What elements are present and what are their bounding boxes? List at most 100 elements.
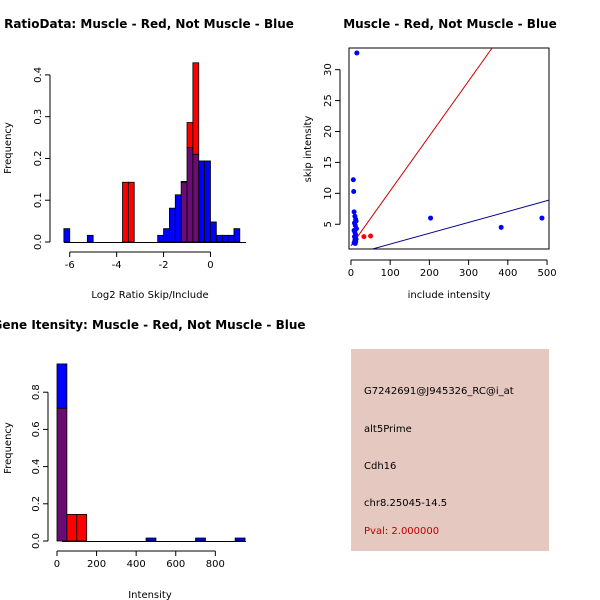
hist-bar-not-muscle <box>204 160 211 243</box>
event-type: alt5Prime <box>364 424 412 435</box>
hist-bar-not-muscle <box>221 234 229 243</box>
y-tick-label: 20 <box>323 125 334 138</box>
hist-bar-not-muscle <box>86 234 94 243</box>
y-tick-label: 0.2 <box>33 150 44 166</box>
x-tick-label: 0 <box>54 559 60 570</box>
scatter-y-label: skip intensity <box>303 116 314 183</box>
chromosome-location: chr8.25045-14.5 <box>364 498 448 509</box>
x-tick-label: 300 <box>459 268 478 279</box>
scatter-plot-box <box>348 47 550 250</box>
gene-hist-title: Gene Itensity: Muscle - Red, Not Muscle … <box>0 318 306 332</box>
scatter-points <box>350 50 545 246</box>
x-tick-label: -2 <box>159 260 169 271</box>
y-tick-label: 30 <box>323 63 334 76</box>
not-muscle-point <box>498 224 504 230</box>
hist-bar-not-muscle <box>56 363 68 409</box>
hist-bar-not-muscle <box>180 181 188 183</box>
hist-bar-not-muscle <box>234 537 246 542</box>
x-tick-label: 0 <box>348 268 354 279</box>
ratio-hist-x-ticks: -6 -4 -2 0 <box>65 251 214 271</box>
scatter-x-label: include intensity <box>408 290 491 301</box>
probe-id: G7242691@J945326_RC@i_at <box>364 386 514 397</box>
not-muscle-point <box>350 177 356 183</box>
y-tick-label: 0.4 <box>33 67 44 83</box>
x-tick-label: 500 <box>537 268 556 279</box>
muscle-point <box>361 234 367 240</box>
gene-hist-y-label: Frequency <box>3 422 14 474</box>
gene-intensity-histogram: Gene Itensity: Muscle - Red, Not Muscle … <box>0 318 306 600</box>
x-tick-label: 800 <box>206 559 225 570</box>
x-tick-label: -4 <box>112 260 122 271</box>
hist-bar-not-muscle <box>63 228 71 243</box>
hist-bar-muscle <box>122 181 129 243</box>
gene-hist-x-ticks: 0 200 400 600 800 <box>54 550 225 570</box>
y-tick-label: 15 <box>323 156 334 169</box>
x-tick-label: 100 <box>381 268 400 279</box>
hist-bar-overlap <box>56 407 68 542</box>
hist-bar-overlap <box>186 147 194 243</box>
y-tick-label: 0.0 <box>31 533 42 549</box>
hist-bar-muscle <box>76 514 88 542</box>
gene-hist-bars <box>56 363 246 542</box>
gene-hist-y-ticks: 0.0 0.2 0.4 0.6 0.8 <box>31 384 48 549</box>
muscle-point <box>368 233 374 239</box>
muscle-fit-line <box>350 48 493 247</box>
x-tick-label: 400 <box>127 559 146 570</box>
not-muscle-point <box>352 240 358 246</box>
x-tick-label: -6 <box>65 260 75 271</box>
x-tick-label: 600 <box>166 559 185 570</box>
hist-bar-not-muscle <box>210 221 217 243</box>
scatter-fit-lines <box>350 48 549 249</box>
y-tick-label: 5 <box>323 221 334 227</box>
y-tick-label: 25 <box>323 94 334 107</box>
hist-bar-overlap <box>192 153 200 243</box>
y-tick-label: 0.2 <box>31 496 42 512</box>
hist-bar-not-muscle <box>169 207 176 243</box>
not-muscle-point <box>539 215 545 221</box>
y-tick-label: 0.8 <box>31 384 42 400</box>
hist-bar-not-muscle <box>227 234 235 243</box>
hist-bar-muscle <box>66 514 78 542</box>
scatter-x-ticks: 0 100 200 300 400 500 <box>348 259 557 279</box>
ratio-hist-y-ticks: 0.0 0.1 0.2 0.3 0.4 <box>33 67 50 250</box>
hist-bar-not-muscle <box>157 234 164 243</box>
p-value: Pval: 2.000000 <box>364 526 440 537</box>
hist-bar-overlap <box>180 181 188 243</box>
ratio-hist-title: RatioData: Muscle - Red, Not Muscle - Bl… <box>4 17 294 31</box>
ratio-hist-x-label: Log2 Ratio Skip/Include <box>91 290 208 301</box>
ratio-hist-y-label: Frequency <box>3 122 14 174</box>
hist-bar-not-muscle <box>163 228 170 243</box>
hist-bar-muscle <box>127 181 135 243</box>
not-muscle-point <box>351 209 357 215</box>
not-muscle-point <box>428 215 434 221</box>
x-tick-label: 200 <box>87 559 106 570</box>
ratio-hist-bars <box>63 62 246 243</box>
hist-bar-not-muscle <box>195 537 206 542</box>
not-muscle-fit-line <box>372 199 549 249</box>
y-tick-label: 0.0 <box>33 234 44 250</box>
scatter-title: Muscle - Red, Not Muscle - Blue <box>343 17 557 31</box>
intensity-scatter: Muscle - Red, Not Muscle - Blue 0 100 200 3… <box>303 17 557 301</box>
gene-hist-x-label: Intensity <box>128 590 172 600</box>
x-tick-label: 0 <box>207 260 213 271</box>
hist-bar-not-muscle <box>145 537 157 542</box>
gene-name: Cdh16 <box>364 461 397 472</box>
ratio-histogram: RatioData: Muscle - Red, Not Muscle - Bl… <box>3 17 294 301</box>
not-muscle-point <box>354 50 360 56</box>
not-muscle-point <box>351 188 357 194</box>
hist-bar-not-muscle <box>174 194 182 243</box>
y-tick-label: 10 <box>323 187 334 200</box>
y-tick-label: 0.4 <box>31 459 42 475</box>
info-panel: G7242691@J945326_RC@i_at alt5Prime Cdh16… <box>351 349 549 551</box>
y-tick-label: 0.3 <box>33 109 44 125</box>
hist-bar-not-muscle <box>215 234 223 243</box>
y-tick-label: 0.6 <box>31 421 42 437</box>
x-tick-label: 200 <box>420 268 439 279</box>
hist-bar-muscle <box>192 62 200 155</box>
hist-bar-not-muscle <box>198 160 206 243</box>
scatter-y-ticks: 5 10 15 20 25 30 <box>323 63 341 227</box>
y-tick-label: 0.1 <box>33 192 44 208</box>
hist-bar-muscle <box>186 122 194 148</box>
hist-bar-not-muscle <box>233 228 241 243</box>
